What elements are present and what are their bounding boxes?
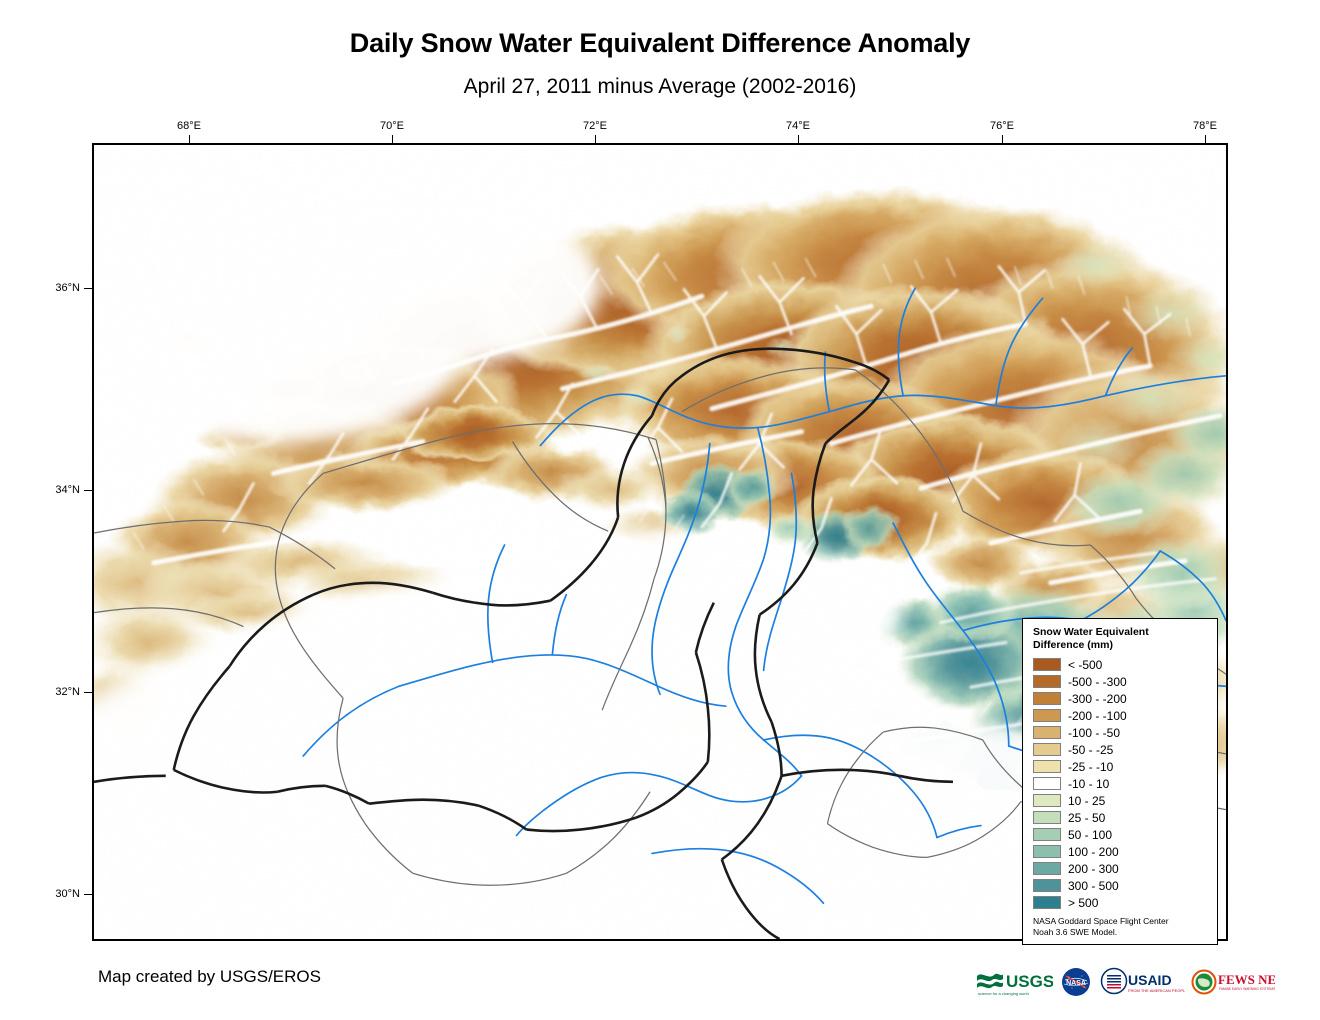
legend-entry-label: -50 - -25: [1068, 742, 1114, 757]
longitude-tick: [1205, 135, 1206, 143]
longitude-tick: [392, 135, 393, 143]
legend-color-swatch: [1033, 828, 1061, 842]
legend-entry-label: 300 - 500: [1068, 878, 1119, 893]
legend-color-swatch: [1033, 658, 1061, 672]
legend-entry-label: -500 - -300: [1068, 674, 1127, 689]
legend-entry: -25 - -10: [1033, 758, 1209, 775]
page-title: Daily Snow Water Equivalent Difference A…: [349, 28, 971, 58]
longitude-tick: [189, 135, 190, 143]
legend-color-swatch: [1033, 862, 1061, 876]
legend-entry: < -500: [1033, 656, 1209, 673]
legend-entry-label: 200 - 300: [1068, 861, 1119, 876]
legend-color-swatch: [1033, 896, 1061, 910]
legend-color-swatch: [1033, 879, 1061, 893]
usaid-logo: USAID FROM THE AMERICAN PEOPLE: [1099, 965, 1185, 999]
nasa-logo: NASA: [1062, 968, 1090, 996]
legend-entry-label: -25 - -10: [1068, 759, 1114, 774]
longitude-tick-label: 72°E: [583, 120, 607, 132]
legend-entry: -10 - 10: [1033, 775, 1209, 792]
longitude-tick-label: 78°E: [1193, 120, 1217, 132]
legend-entry: -300 - -200: [1033, 690, 1209, 707]
legend-entry: 200 - 300: [1033, 860, 1209, 877]
legend-color-swatch: [1033, 692, 1061, 706]
legend-entry-label: 50 - 100: [1068, 827, 1113, 842]
legend-entry: -500 - -300: [1033, 673, 1209, 690]
legend-entry-label: -100 - -50: [1068, 725, 1121, 740]
latitude-tick: [84, 288, 92, 289]
latitude-tick-label: 34°N: [55, 484, 80, 496]
legend-entry: -200 - -100: [1033, 707, 1209, 724]
legend-entry-label: > 500: [1068, 895, 1099, 910]
svg-text:NASA: NASA: [1066, 980, 1086, 987]
longitude-tick-label: 70°E: [380, 120, 404, 132]
longitude-tick-label: 76°E: [990, 120, 1014, 132]
longitude-tick: [595, 135, 596, 143]
legend-color-swatch: [1033, 794, 1061, 808]
latitude-tick: [84, 692, 92, 693]
map-legend: Snow Water Equivalent Difference (mm) < …: [1022, 618, 1218, 946]
svg-text:FROM THE AMERICAN PEOPLE: FROM THE AMERICAN PEOPLE: [1128, 988, 1185, 993]
legend-entry-label: -10 - 10: [1068, 776, 1110, 791]
longitude-tick: [1002, 135, 1003, 143]
legend-entry: 100 - 200: [1033, 843, 1209, 860]
legend-entry-label: 10 - 25: [1068, 793, 1106, 808]
legend-entry-label: 100 - 200: [1068, 844, 1119, 859]
legend-entry-label: < -500: [1068, 657, 1103, 672]
legend-color-swatch: [1033, 675, 1061, 689]
page-subtitle: April 27, 2011 minus Average (2002-2016): [463, 75, 857, 98]
legend-entry-label: -200 - -100: [1068, 708, 1127, 723]
legend-color-swatch: [1033, 726, 1061, 740]
latitude-tick-label: 36°N: [55, 282, 80, 294]
latitude-tick: [84, 894, 92, 895]
latitude-tick-label: 30°N: [55, 888, 80, 900]
usgs-logo: USGS science for a changing world: [975, 965, 1053, 999]
fewsnet-logo: FEWS NET FAMINE EARLY WARNING SYSTEMS NE…: [1191, 965, 1275, 999]
legend-entry: 25 - 50: [1033, 809, 1209, 826]
legend-entry: 50 - 100: [1033, 826, 1209, 843]
legend-entry: -50 - -25: [1033, 741, 1209, 758]
legend-entry: -100 - -50: [1033, 724, 1209, 741]
legend-color-swatch: [1033, 760, 1061, 774]
legend-entry: > 500: [1033, 894, 1209, 911]
legend-color-swatch: [1033, 811, 1061, 825]
legend-color-swatch: [1033, 777, 1061, 791]
map-credit: Map created by USGS/EROS: [98, 967, 321, 986]
svg-text:FEWS NET: FEWS NET: [1218, 972, 1275, 987]
svg-text:USGS: USGS: [1006, 972, 1053, 991]
legend-color-swatch: [1033, 845, 1061, 859]
legend-entry-list: < -500 -500 - -300 -300 - -200 -200 - -100 -…: [1033, 656, 1209, 911]
legend-entry: 300 - 500: [1033, 877, 1209, 894]
longitude-tick-label: 74°E: [786, 120, 810, 132]
legend-color-swatch: [1033, 743, 1061, 757]
legend-entry-label: 25 - 50: [1068, 810, 1106, 825]
longitude-tick: [798, 135, 799, 143]
latitude-tick-label: 32°N: [55, 686, 80, 698]
logo-bar: USGS science for a changing world NASA U…: [975, 962, 1275, 1002]
latitude-tick: [84, 490, 92, 491]
title-block: Daily Snow Water Equivalent Difference A…: [0, 0, 1320, 99]
legend-color-swatch: [1033, 709, 1061, 723]
svg-text:science for a changing world: science for a changing world: [978, 991, 1029, 996]
legend-entry-label: -300 - -200: [1068, 691, 1127, 706]
longitude-tick-label: 68°E: [177, 120, 201, 132]
svg-text:FAMINE EARLY WARNING SYSTEMS N: FAMINE EARLY WARNING SYSTEMS NETWORK: [1219, 987, 1275, 991]
legend-source-note: NASA Goddard Space Flight Center Noah 3.…: [1033, 916, 1169, 938]
svg-text:USAID: USAID: [1128, 972, 1172, 988]
legend-entry: 10 - 25: [1033, 792, 1209, 809]
legend-title: Snow Water Equivalent Difference (mm): [1033, 626, 1149, 652]
